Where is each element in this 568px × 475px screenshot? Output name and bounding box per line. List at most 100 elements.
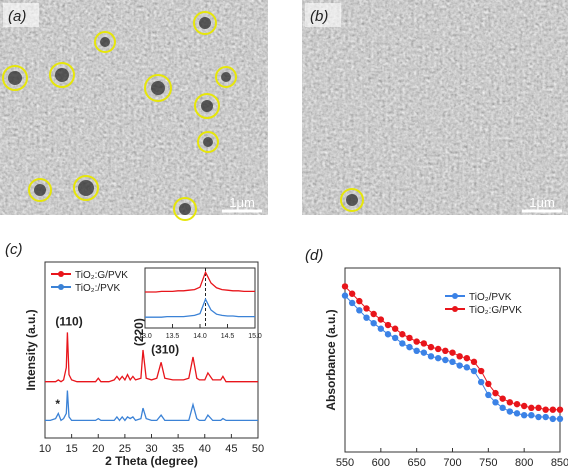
point xyxy=(356,307,363,314)
point xyxy=(499,395,506,402)
point xyxy=(442,356,449,364)
point xyxy=(528,404,535,412)
point xyxy=(434,354,442,362)
point xyxy=(520,402,528,410)
point xyxy=(377,325,385,332)
x-tick-label: 14.0 xyxy=(193,333,207,340)
legend-label: TiO₂/PVK xyxy=(469,292,512,303)
point xyxy=(528,412,535,419)
x-tick-label: 13.0 xyxy=(138,333,152,340)
x-tick-label: 45 xyxy=(225,443,237,455)
point xyxy=(535,413,542,421)
point xyxy=(370,310,377,318)
point xyxy=(413,338,420,345)
y-axis-label: Absorbance (a.u.) xyxy=(324,309,338,410)
series-line xyxy=(45,332,258,383)
legend-marker xyxy=(58,271,64,277)
point xyxy=(549,415,557,423)
point xyxy=(485,391,492,399)
point xyxy=(499,404,506,412)
point xyxy=(506,408,514,415)
plot-frame xyxy=(144,267,256,329)
point xyxy=(391,334,399,342)
point xyxy=(542,406,549,413)
point xyxy=(348,299,356,307)
x-tick-label: 14.5 xyxy=(221,333,235,340)
point xyxy=(427,353,435,360)
point xyxy=(477,367,485,375)
point xyxy=(449,358,456,366)
point xyxy=(399,340,406,347)
legend-marker xyxy=(452,306,458,312)
series-line xyxy=(145,270,255,293)
x-tick-label: 850 xyxy=(551,457,568,469)
point xyxy=(463,364,471,371)
point xyxy=(442,347,449,354)
series-line xyxy=(45,390,258,422)
point xyxy=(470,367,478,375)
x-tick-label: 20 xyxy=(92,443,104,455)
point xyxy=(535,404,542,412)
x-tick-label: 30 xyxy=(145,443,157,455)
point xyxy=(427,343,435,351)
x-tick-label: 40 xyxy=(199,443,211,455)
point xyxy=(456,362,463,369)
legend-label: TiO₂:G/PVK xyxy=(469,305,522,316)
legend-label: TiO₂:/PVK xyxy=(75,283,121,294)
point xyxy=(492,389,499,397)
point xyxy=(513,410,521,417)
point xyxy=(556,415,564,423)
point xyxy=(363,314,370,321)
x-tick-label: 50 xyxy=(252,443,264,455)
x-tick-label: 550 xyxy=(336,457,354,469)
point xyxy=(384,321,392,329)
legend-label: TiO₂:G/PVK xyxy=(75,270,128,281)
point xyxy=(513,400,521,408)
annotation: (220) xyxy=(132,318,146,346)
series-line xyxy=(145,297,255,318)
point xyxy=(556,406,564,413)
point xyxy=(406,343,413,351)
x-tick-label: 750 xyxy=(479,457,497,469)
annotation: (310) xyxy=(151,343,179,357)
point xyxy=(341,292,349,299)
legend-marker xyxy=(58,284,64,290)
annotation: * xyxy=(55,397,60,411)
panel-label: (a) xyxy=(8,8,26,25)
point xyxy=(377,316,385,323)
annotation: (110) xyxy=(55,314,82,328)
point xyxy=(463,354,471,362)
x-tick-label: 700 xyxy=(443,457,461,469)
point xyxy=(506,399,514,406)
x-axis-label: 2 Theta (degree) xyxy=(105,454,198,468)
panel-label: (c) xyxy=(5,241,23,258)
point xyxy=(449,349,456,356)
sem-image-b: (b) 1μm xyxy=(302,0,568,215)
point xyxy=(356,297,363,305)
panel-label: (d) xyxy=(305,247,323,264)
point xyxy=(341,283,349,290)
point xyxy=(420,349,428,356)
scale-bar: 1μm xyxy=(529,195,555,210)
point xyxy=(399,331,406,338)
point xyxy=(492,399,499,406)
point xyxy=(384,331,392,338)
y-axis-label: Intensity (a.u.) xyxy=(24,309,38,390)
point xyxy=(520,412,528,419)
x-tick-label: 15.0 xyxy=(248,333,262,340)
x-tick-label: 25 xyxy=(119,443,131,455)
point xyxy=(406,334,413,342)
panel-label: (b) xyxy=(310,8,328,25)
point xyxy=(542,413,549,421)
point xyxy=(485,380,492,388)
point xyxy=(456,353,463,360)
point xyxy=(363,305,370,312)
x-tick-label: 800 xyxy=(515,457,533,469)
x-tick-label: 10 xyxy=(39,443,51,455)
legend-marker xyxy=(452,293,458,299)
point xyxy=(477,378,485,386)
point xyxy=(470,358,478,366)
point xyxy=(348,290,356,297)
point xyxy=(391,325,399,332)
